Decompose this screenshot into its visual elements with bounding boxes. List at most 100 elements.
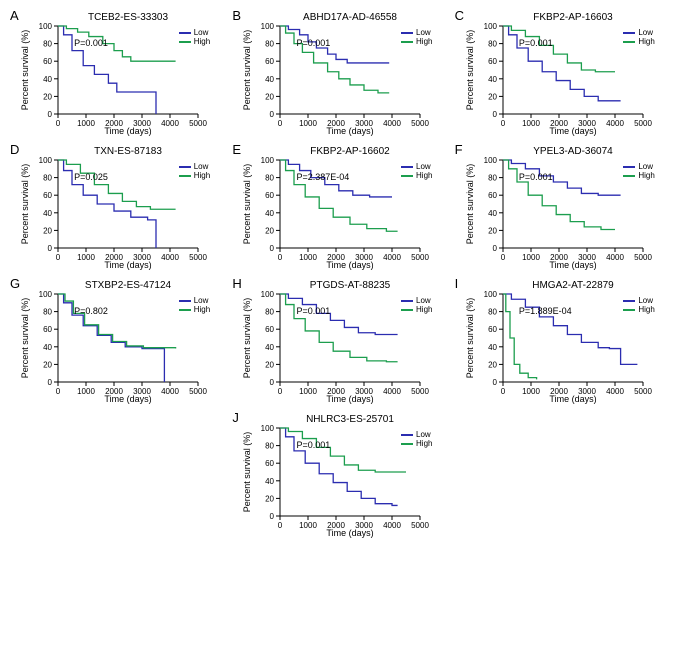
svg-text:80: 80 [43,174,52,183]
legend-item-low: Low [623,296,654,305]
svg-text:20: 20 [266,92,275,101]
svg-text:20: 20 [43,360,52,369]
svg-text:0: 0 [270,378,275,387]
svg-text:Percent survival (%): Percent survival (%) [465,298,475,379]
svg-text:60: 60 [43,325,52,334]
svg-text:FKBP2-AP-16603: FKBP2-AP-16603 [533,12,613,23]
legend-label: Low [638,162,653,171]
panel-d: D010002000300040005000020406080100TXN-ES… [8,142,224,272]
legend-label: High [416,37,432,46]
legend-item-low: Low [179,296,210,305]
legend-item-high: High [179,305,210,314]
legend-label: High [194,305,210,314]
svg-text:100: 100 [261,156,275,165]
svg-text:80: 80 [43,308,52,317]
svg-text:Percent survival (%): Percent survival (%) [465,30,475,111]
svg-text:Time (days): Time (days) [105,126,152,136]
legend: Low High [401,28,432,46]
svg-text:1000: 1000 [300,119,318,128]
km-chart: 010002000300040005000020406080100FKBP2-A… [461,8,661,138]
svg-text:5000: 5000 [634,253,652,262]
svg-text:5000: 5000 [189,119,207,128]
legend-item-high: High [401,37,432,46]
legend: Low High [179,162,210,180]
legend-item-high: High [179,37,210,46]
svg-text:80: 80 [266,174,275,183]
svg-text:40: 40 [488,343,497,352]
svg-text:40: 40 [43,209,52,218]
svg-text:100: 100 [39,156,53,165]
svg-text:40: 40 [43,343,52,352]
svg-text:40: 40 [266,75,275,84]
legend-item-high: High [623,37,654,46]
svg-text:20: 20 [488,360,497,369]
svg-text:60: 60 [266,57,275,66]
svg-text:20: 20 [488,92,497,101]
svg-text:4000: 4000 [161,253,179,262]
svg-text:1000: 1000 [522,387,540,396]
svg-text:0: 0 [270,244,275,253]
svg-text:80: 80 [488,174,497,183]
p-value: P=0.001 [74,38,108,48]
svg-text:80: 80 [43,40,52,49]
svg-text:5000: 5000 [412,119,430,128]
svg-text:Percent survival (%): Percent survival (%) [20,30,30,111]
legend-label: High [416,439,432,448]
svg-text:Percent survival (%): Percent survival (%) [242,164,252,245]
svg-text:100: 100 [483,22,497,31]
legend: Low High [623,28,654,46]
legend-item-low: Low [401,430,432,439]
legend-label: High [194,37,210,46]
svg-text:1000: 1000 [77,253,95,262]
svg-text:60: 60 [266,191,275,200]
p-value: P=0.001 [519,38,553,48]
legend-item-low: Low [401,162,432,171]
svg-text:ABHD17A-AD-46558: ABHD17A-AD-46558 [304,12,398,23]
svg-text:Time (days): Time (days) [549,394,596,404]
svg-text:0: 0 [56,119,61,128]
svg-text:4000: 4000 [384,387,402,396]
svg-text:4000: 4000 [606,253,624,262]
legend: Low High [623,296,654,314]
svg-text:Time (days): Time (days) [327,126,374,136]
svg-text:TXN-ES-87183: TXN-ES-87183 [94,146,162,157]
svg-text:0: 0 [501,119,506,128]
panel-i: I010002000300040005000020406080100HMGA2-… [453,276,669,406]
p-value: P=0.025 [74,172,108,182]
svg-text:20: 20 [266,360,275,369]
svg-text:20: 20 [43,226,52,235]
svg-text:20: 20 [488,226,497,235]
legend-label: Low [194,296,209,305]
legend-label: Low [416,296,431,305]
svg-text:60: 60 [488,191,497,200]
svg-text:5000: 5000 [189,253,207,262]
p-value: P=0.001 [296,38,330,48]
km-chart: 010002000300040005000020406080100HMGA2-A… [461,276,661,406]
svg-text:0: 0 [48,110,53,119]
legend-label: High [416,171,432,180]
svg-text:40: 40 [43,75,52,84]
svg-text:FKBP2-AP-16602: FKBP2-AP-16602 [311,146,391,157]
svg-text:1000: 1000 [522,253,540,262]
svg-text:0: 0 [492,378,497,387]
svg-text:0: 0 [270,110,275,119]
svg-text:40: 40 [266,343,275,352]
legend-item-low: Low [401,296,432,305]
legend-item-high: High [179,171,210,180]
svg-text:Time (days): Time (days) [549,260,596,270]
legend-item-low: Low [401,28,432,37]
svg-text:60: 60 [266,325,275,334]
p-value: P=0.001 [519,172,553,182]
panel-e: E010002000300040005000020406080100FKBP2-… [230,142,446,272]
svg-text:Percent survival (%): Percent survival (%) [242,432,252,513]
p-value: P=2.387E-04 [296,172,349,182]
svg-text:100: 100 [483,290,497,299]
svg-text:40: 40 [488,75,497,84]
legend: Low High [623,162,654,180]
svg-text:100: 100 [39,22,53,31]
legend: Low High [401,162,432,180]
legend-label: Low [638,28,653,37]
svg-text:5000: 5000 [634,387,652,396]
svg-text:1000: 1000 [522,119,540,128]
legend: Low High [179,296,210,314]
